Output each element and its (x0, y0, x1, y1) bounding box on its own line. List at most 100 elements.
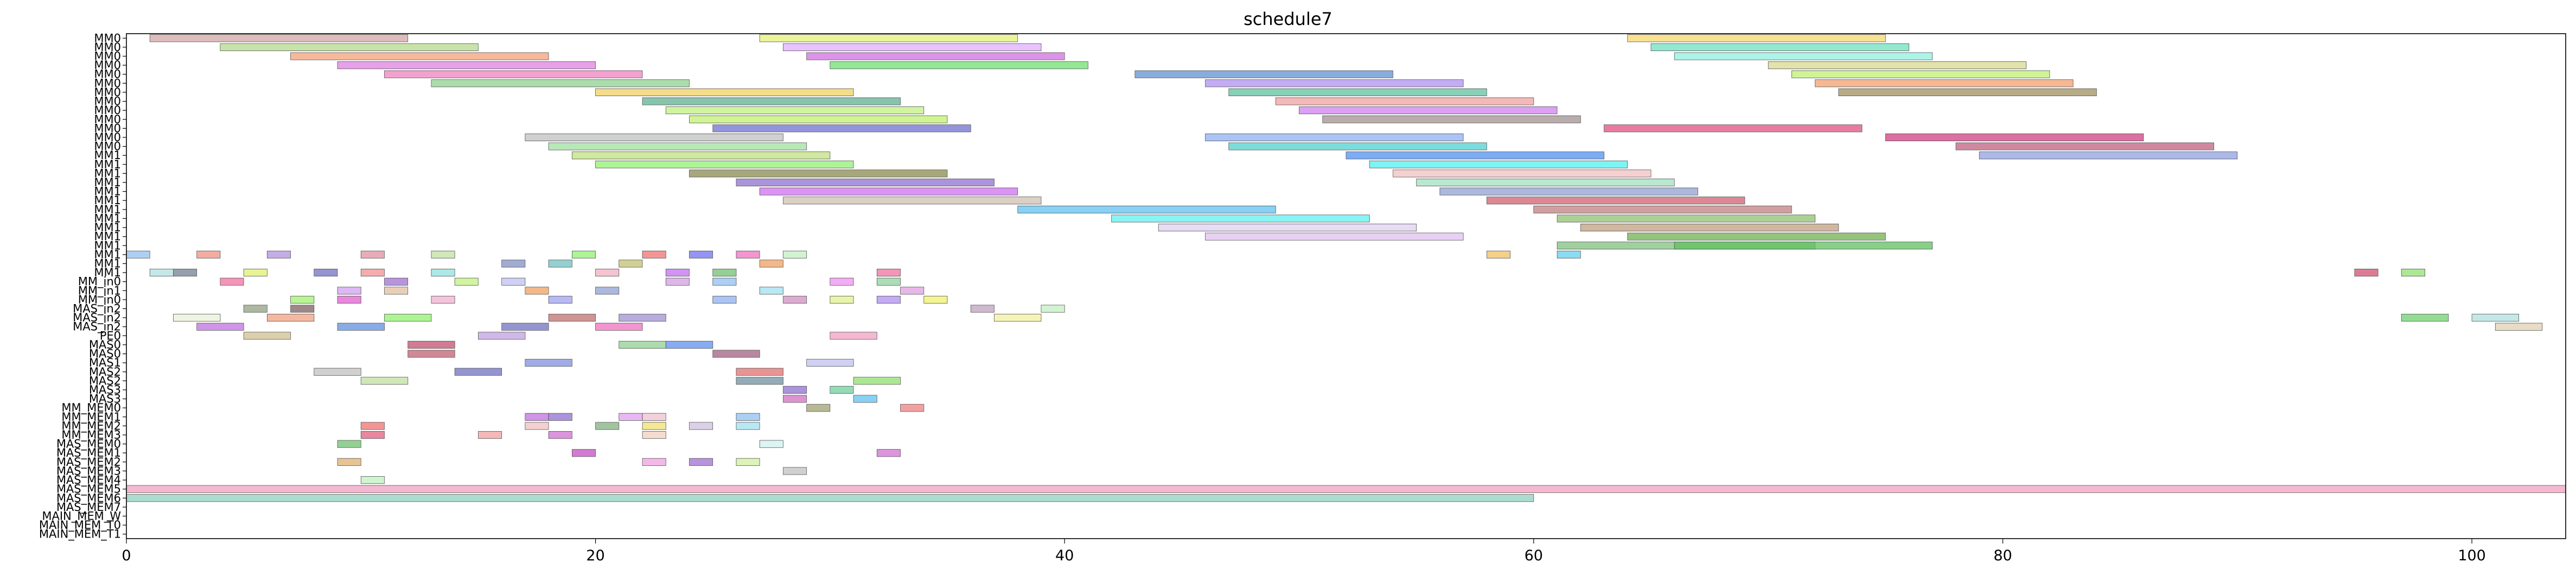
task-bar-144 (783, 395, 807, 403)
task-bar-104 (712, 295, 737, 304)
task-bar-108 (923, 295, 948, 304)
task-bar-124 (595, 323, 643, 331)
task-bar-8 (1674, 52, 1933, 60)
task-bar-111 (970, 305, 994, 313)
task-bar-154 (525, 422, 549, 430)
y-tick-label-17: MM1 (94, 185, 121, 198)
task-bar-127 (478, 332, 526, 340)
task-bar-172 (360, 476, 385, 484)
y-tick-label-35: MAS0 (89, 347, 121, 361)
task-bar-67 (783, 250, 807, 258)
task-bar-52 (1158, 223, 1417, 232)
y-tick-label-30: MAS_in2 (73, 302, 121, 316)
task-bar-44 (759, 187, 1018, 195)
task-bar-9 (337, 61, 596, 69)
x-tick-label-0: 0 (122, 547, 131, 564)
task-bar-24 (1299, 106, 1558, 115)
task-bar-89 (501, 277, 526, 286)
task-bar-135 (806, 359, 854, 367)
task-bar-90 (665, 277, 690, 286)
task-bar-94 (337, 287, 361, 295)
task-bar-10 (830, 61, 1088, 69)
y-tick-label-53: MAIN_MEM_W (42, 510, 121, 523)
task-bar-138 (736, 368, 783, 376)
x-tick-label-4: 80 (1993, 547, 2012, 564)
y-tick-label-15: MM1 (94, 167, 121, 180)
y-tick-label-3: MM0 (94, 59, 121, 72)
task-bar-122 (337, 323, 385, 331)
task-bar-3 (220, 43, 479, 52)
task-bar-27 (712, 124, 971, 132)
task-bar-174 (126, 494, 1534, 502)
task-bar-37 (1979, 151, 2238, 160)
task-bar-74 (149, 268, 174, 277)
task-bar-118 (994, 314, 1042, 322)
y-tick-label-26: MM1 (94, 266, 121, 279)
y-tick-label-10: MM0 (94, 122, 121, 135)
task-bar-96 (525, 287, 549, 295)
task-bar-79 (431, 268, 455, 277)
task-bar-34 (1955, 142, 2214, 150)
task-bar-91 (712, 277, 737, 286)
y-tick-label-55: MAIN_MEM_T1 (39, 528, 121, 541)
task-bar-107 (877, 295, 901, 304)
x-axis-ticks: 0 20 40 60 80 100 (122, 539, 2486, 564)
task-bar-20 (1838, 88, 2097, 97)
y-tick-label-41: MM_MEM0 (61, 401, 121, 415)
y-tick-label-22: MM1 (94, 230, 121, 243)
y-tick-label-27: MM_in0 (78, 275, 121, 289)
y-tick-label-24: MM1 (94, 248, 121, 261)
task-bar-129 (407, 340, 455, 349)
x-tick-label-3: 60 (1525, 547, 1543, 564)
y-tick-label-54: MAIN_MEM_T0 (39, 519, 121, 532)
task-bar-88 (454, 277, 479, 286)
y-tick-label-50: MAS_MEM5 (56, 483, 121, 496)
task-bar-130 (619, 340, 666, 349)
y-tick-label-7: MM0 (94, 95, 121, 108)
y-tick-label-46: MAS_MEM1 (56, 446, 121, 460)
task-bar-59 (196, 250, 221, 258)
y-tick-label-48: MAS_MEM3 (56, 464, 121, 478)
task-bar-163 (337, 440, 361, 448)
task-bar-162 (642, 431, 666, 439)
y-tick-label-47: MAS_MEM2 (56, 456, 121, 469)
task-bar-126 (243, 332, 291, 340)
task-bar-117 (619, 314, 666, 322)
task-bar-100 (290, 295, 315, 304)
task-bar-149 (548, 413, 572, 421)
task-bar-55 (1627, 232, 1886, 241)
task-bar-137 (454, 368, 502, 376)
task-bar-23 (665, 106, 924, 115)
task-bar-65 (689, 250, 713, 258)
task-bar-33 (1228, 142, 1487, 150)
task-bar-70 (501, 260, 526, 268)
y-tick-label-12: MM0 (94, 140, 121, 153)
task-bar-139 (360, 377, 409, 385)
task-bar-41 (1393, 169, 1652, 178)
task-bar-142 (783, 386, 807, 394)
task-bar-73 (759, 260, 783, 268)
task-bar-29 (525, 133, 783, 142)
task-bar-171 (783, 467, 807, 475)
task-bar-36 (1346, 151, 1604, 160)
task-bar-46 (783, 197, 1042, 205)
y-tick-label-29: MM_in0 (78, 293, 121, 307)
task-bar-12 (384, 70, 643, 78)
x-tick-label-5: 100 (2458, 547, 2486, 564)
task-bar-166 (877, 449, 901, 457)
task-bar-31 (1885, 133, 2144, 142)
y-tick-label-8: MM0 (94, 104, 121, 117)
task-bar-45 (1439, 187, 1698, 195)
task-bar-60 (266, 250, 291, 258)
task-bar-43 (1416, 178, 1675, 187)
task-bar-143 (830, 386, 854, 394)
task-bar-165 (572, 449, 596, 457)
task-bar-97 (595, 287, 620, 295)
task-bar-30 (1205, 133, 1464, 142)
y-tick-label-5: MM0 (94, 77, 121, 90)
task-bar-99 (900, 287, 924, 295)
task-bar-131 (665, 340, 713, 349)
task-bar-72 (619, 260, 643, 268)
task-bar-32 (548, 142, 807, 150)
